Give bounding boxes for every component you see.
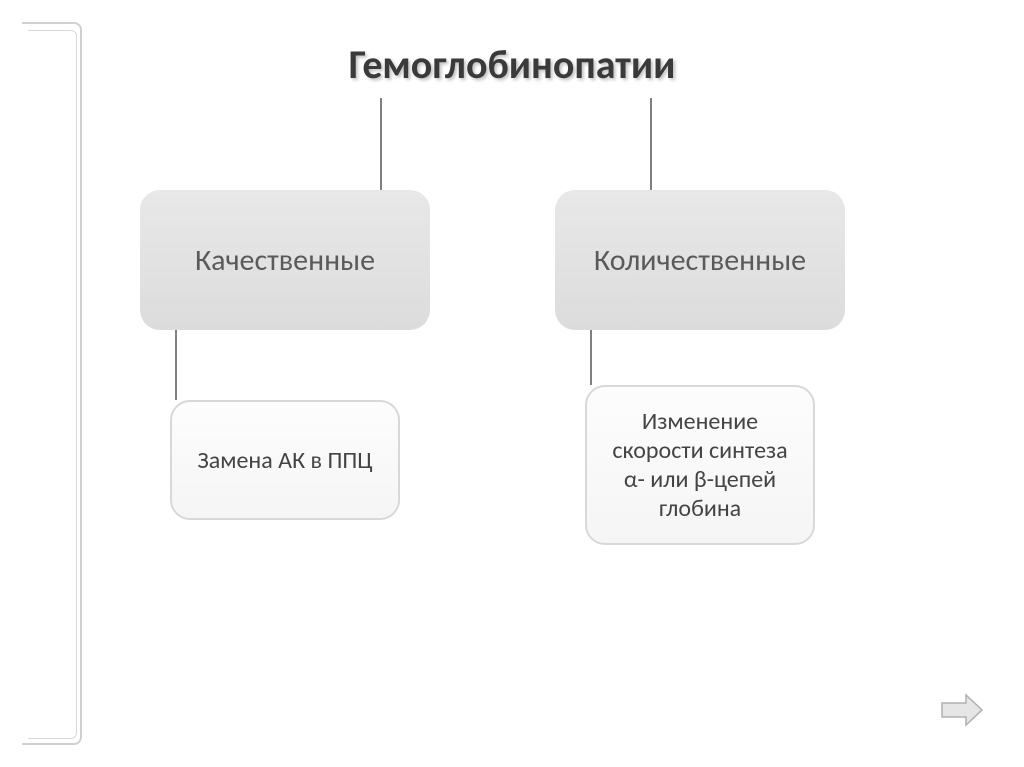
node-ak-replacement-label: Замена АК в ППЦ	[197, 446, 372, 475]
arrow-right-icon	[942, 695, 982, 725]
slide-decorative-border	[22, 22, 82, 745]
node-quantitative: Количественные	[555, 190, 845, 330]
connector-title-right	[650, 98, 652, 190]
node-qualitative: Качественные	[140, 190, 430, 330]
next-arrow-button[interactable]	[940, 693, 984, 727]
connector-left-down	[175, 330, 177, 400]
connector-title-left	[380, 98, 382, 190]
node-quantitative-label: Количественные	[594, 242, 806, 279]
node-synthesis-rate-label: Изменение скорости синтеза α- или β-цепе…	[603, 407, 797, 523]
node-ak-replacement: Замена АК в ППЦ	[170, 400, 400, 520]
node-synthesis-rate: Изменение скорости синтеза α- или β-цепе…	[585, 385, 815, 545]
slide-title: Гемоглобинопатии	[0, 40, 1024, 89]
connector-right-down	[590, 330, 592, 385]
node-qualitative-label: Качественные	[195, 242, 375, 279]
